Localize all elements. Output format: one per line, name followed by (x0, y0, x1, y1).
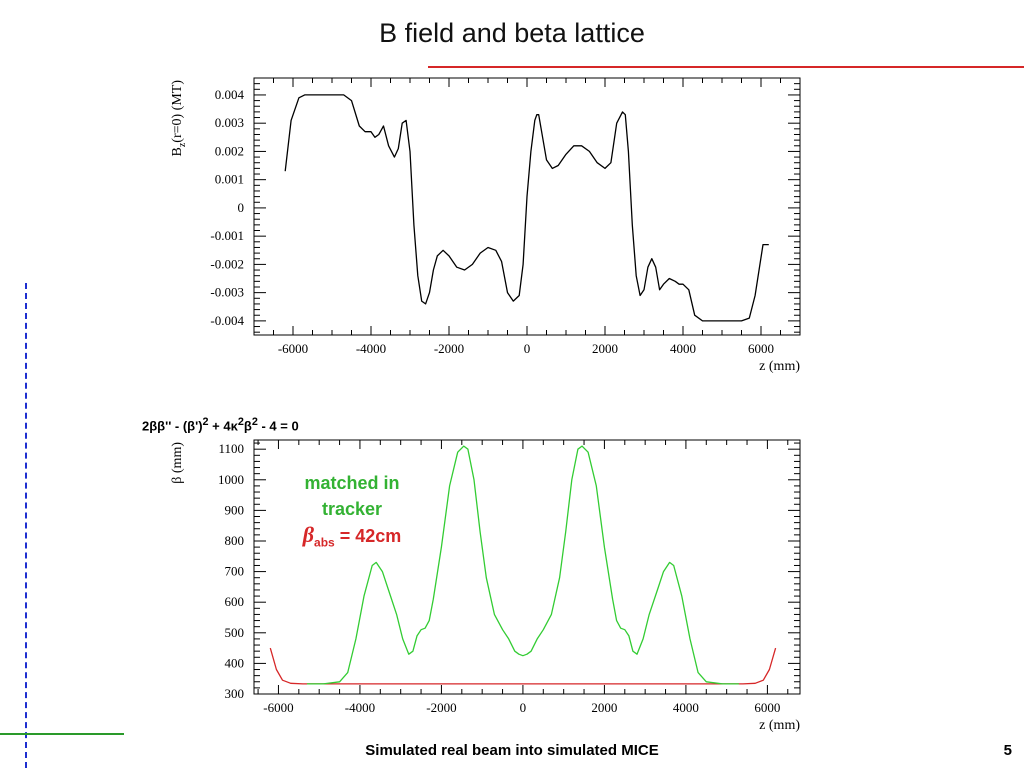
y-tick-label: 0 (238, 200, 245, 215)
y-axis-label: β (mm) (170, 442, 185, 484)
x-axis-label: z (mm) (759, 359, 800, 374)
x-tick-label: 6000 (754, 700, 780, 715)
x-tick-label: -2000 (426, 700, 456, 715)
y-label-part: (r=0) (MT) (170, 80, 185, 143)
equation-sup: 2 (202, 416, 209, 428)
equation-part: + 4κ (208, 418, 238, 434)
x-tick-label: 2000 (592, 341, 618, 356)
y-tick-label: 800 (225, 533, 245, 548)
y-axis-label: Bz(r=0) (MT) (170, 80, 188, 157)
y-tick-label: 0.004 (215, 87, 245, 102)
equation-part: β (243, 418, 252, 434)
x-tick-label: 2000 (591, 700, 617, 715)
y-label-sub: z (177, 142, 188, 147)
x-tick-label: 0 (520, 700, 527, 715)
x-tick-label: -6000 (278, 341, 308, 356)
y-tick-label: -0.004 (210, 313, 244, 328)
x-tick-label: 4000 (670, 341, 696, 356)
y-tick-label: 500 (225, 625, 245, 640)
y-tick-label: 600 (225, 594, 245, 609)
y-tick-label: 900 (225, 502, 245, 517)
y-tick-label: -0.002 (210, 256, 244, 271)
page-number: 5 (1003, 742, 1012, 759)
x-tick-label: 4000 (673, 700, 699, 715)
beta-value: = 42cm (334, 526, 402, 546)
matched-annotation: matched in tracker βabs = 42cm (296, 470, 408, 556)
equation-sup: 2 (237, 416, 244, 428)
y-tick-label: 0.002 (215, 143, 244, 158)
x-tick-label: -6000 (263, 700, 293, 715)
series-line (284, 94, 769, 322)
x-axis-label: z (mm) (759, 718, 800, 733)
y-tick-label: 700 (225, 564, 245, 579)
annotation-line1: matched in (304, 473, 400, 493)
series-line (307, 445, 739, 685)
title-underline (428, 66, 1024, 68)
x-tick-label: -4000 (345, 700, 375, 715)
x-tick-label: -2000 (434, 341, 464, 356)
series-line (269, 647, 777, 685)
beta-subscript: abs (314, 535, 335, 550)
equation-part: - 4 = 0 (257, 418, 299, 434)
beta-symbol: β (302, 522, 315, 547)
x-tick-label: 0 (524, 341, 531, 356)
y-tick-label: 1100 (218, 441, 244, 456)
y-tick-label: -0.001 (210, 228, 244, 243)
x-tick-label: 6000 (748, 341, 774, 356)
y-tick-label: 1000 (218, 472, 244, 487)
plot-frame (253, 439, 801, 695)
annotation-beta-abs: βabs = 42cm (296, 522, 408, 556)
y-tick-label: 0.003 (215, 115, 244, 130)
equation-part: 2ββ'' - (β') (142, 418, 203, 434)
slide-footer: Simulated real beam into simulated MICE (365, 742, 659, 759)
y-tick-label: 400 (225, 655, 245, 670)
x-tick-label: -4000 (356, 341, 386, 356)
beta-equation: 2ββ'' - (β')2 + 4κ2β2 - 4 = 0 (142, 416, 299, 433)
y-tick-label: 300 (225, 686, 245, 701)
decorative-vertical-rule (25, 283, 27, 768)
y-tick-label: 0.001 (215, 172, 244, 187)
slide-title: B field and beta lattice (379, 18, 645, 48)
y-label-part: B (170, 147, 185, 156)
annotation-line2: tracker (321, 499, 383, 519)
y-tick-label: -0.003 (210, 285, 244, 300)
decorative-horizontal-rule (0, 733, 124, 735)
equation-sup: 2 (251, 416, 258, 428)
